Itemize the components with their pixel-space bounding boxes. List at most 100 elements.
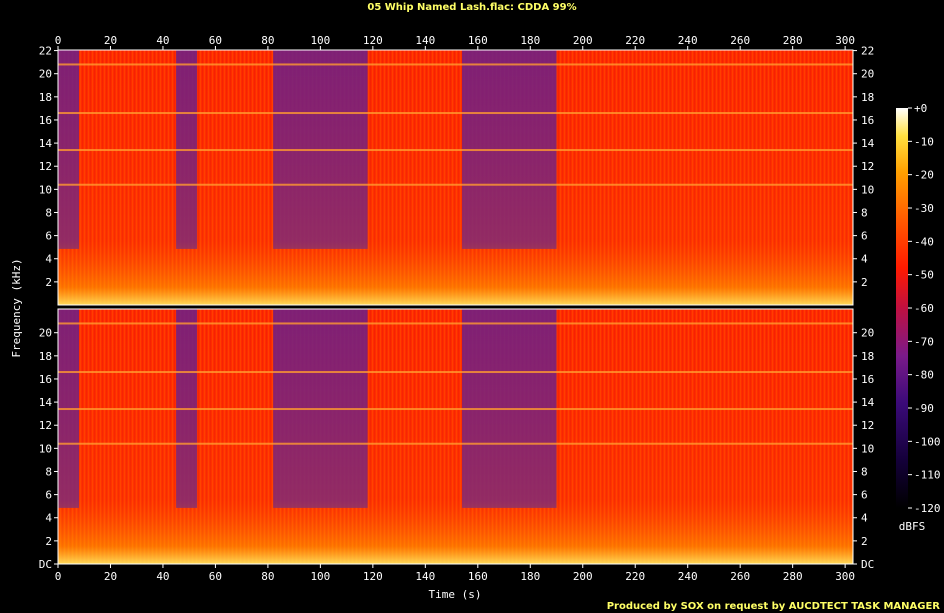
y-tick-label: 6 — [861, 230, 868, 243]
chart-title: 05 Whip Named Lash.flac: CDDA 99% — [367, 2, 576, 13]
colorbar-tick-label: -100 — [914, 435, 941, 448]
channel-2-panel — [57, 308, 854, 565]
y-tick-label: 2 — [861, 535, 868, 548]
y-tick-label: 10 — [861, 442, 874, 455]
plot-area — [57, 49, 854, 565]
y-tick-label: 12 — [861, 160, 874, 173]
x-tick-label: 100 — [310, 34, 330, 47]
x-tick-label: 220 — [625, 34, 645, 47]
x-tick-label: 20 — [104, 570, 117, 583]
y-tick-label: 20 — [39, 327, 52, 340]
tonal-line — [58, 63, 853, 66]
x-tick-label: 60 — [209, 34, 222, 47]
x-tick-label: 300 — [835, 34, 855, 47]
tonal-line — [58, 442, 853, 445]
y-tick-label: 4 — [45, 253, 52, 266]
y-tick-label: 16 — [861, 373, 874, 386]
tonal-line — [58, 183, 853, 186]
x-tick-label: 140 — [415, 570, 435, 583]
channel-1-panel — [57, 49, 854, 306]
y-tick-label: 4 — [861, 253, 868, 266]
x-tick-label: 220 — [625, 570, 645, 583]
x-axis-label: Time (s) — [429, 588, 482, 601]
x-tick-label: 300 — [835, 570, 855, 583]
tonal-line — [58, 371, 853, 374]
tonal-line — [58, 322, 853, 325]
y-tick-label: 6 — [45, 489, 52, 502]
colorbar-tick-label: +0 — [914, 102, 927, 115]
x-tick-label: 240 — [678, 570, 698, 583]
y-tick-label: 10 — [39, 442, 52, 455]
x-tick-label: 180 — [520, 34, 540, 47]
y-tick-label: 8 — [861, 465, 868, 478]
colorbar-tick-label: -30 — [914, 202, 934, 215]
x-tick-label: 160 — [468, 570, 488, 583]
y-tick-label: 14 — [39, 137, 53, 150]
low-frequency-energy — [58, 309, 853, 564]
y-tick-label: 6 — [861, 489, 868, 502]
y-tick-label: 18 — [861, 350, 874, 363]
colorbar-tick-label: -80 — [914, 369, 934, 382]
x-tick-label: 120 — [363, 570, 383, 583]
x-tick-label: 200 — [573, 34, 593, 47]
x-tick-label: 160 — [468, 34, 488, 47]
x-axis-bottom: 0 20 40 60 80 100 120 140 160 180 200 220 240 260 280 3… — [55, 564, 855, 583]
y-tick-label: 18 — [39, 91, 52, 104]
x-tick-label: 60 — [209, 570, 222, 583]
y-tick-label: 2 — [861, 276, 868, 289]
y-tick-label: 16 — [39, 373, 52, 386]
y-tick-label: 22 — [39, 45, 52, 58]
x-tick-label: 280 — [783, 570, 803, 583]
y-tick-label: 2 — [45, 276, 52, 289]
y-tick-label: 16 — [39, 114, 52, 127]
y-tick-label: 4 — [861, 512, 868, 525]
colorbar-tick-label: -110 — [914, 469, 941, 482]
x-tick-label: 180 — [520, 570, 540, 583]
colorbar-tick-label: -10 — [914, 135, 934, 148]
tonal-line — [58, 408, 853, 411]
colorbar-tick-label: -70 — [914, 335, 934, 348]
y-tick-label: 10 — [861, 183, 874, 196]
x-tick-label: 80 — [261, 570, 274, 583]
y-tick-label: 14 — [861, 396, 875, 409]
y-tick-label: 8 — [45, 465, 52, 478]
tonal-line — [58, 149, 853, 152]
x-tick-label: 280 — [783, 34, 803, 47]
y-axis-label: Frequency (kHz) — [10, 258, 23, 357]
low-frequency-energy — [58, 50, 853, 305]
y-tick-label: 8 — [45, 206, 52, 219]
colorbar: +0 -10 -20 -30 -40 -50 -60 -70 -80 -90 -100 -110 -12… — [896, 102, 941, 533]
y-tick-label: 4 — [45, 512, 52, 525]
x-tick-label: 200 — [573, 570, 593, 583]
y-tick-label: 14 — [861, 137, 875, 150]
x-tick-label: 80 — [261, 34, 274, 47]
y-tick-label: 6 — [45, 230, 52, 243]
x-tick-label: 0 — [55, 570, 62, 583]
x-tick-label: 40 — [156, 34, 169, 47]
colorbar-tick-label: -120 — [914, 502, 941, 515]
x-tick-label: 120 — [363, 34, 383, 47]
colorbar-tick-label: -40 — [914, 235, 934, 248]
colorbar-tick-label: -20 — [914, 169, 934, 182]
y-tick-label: 8 — [861, 206, 868, 219]
colorbar-tick-label: -90 — [914, 402, 934, 415]
x-tick-label: 240 — [678, 34, 698, 47]
x-tick-label: 40 — [156, 570, 169, 583]
x-tick-label: 260 — [730, 570, 750, 583]
y-tick-label: 20 — [861, 327, 874, 340]
y-tick-label: 20 — [861, 68, 874, 81]
y-tick-label: 12 — [861, 419, 874, 432]
y-tick-label: 16 — [861, 114, 874, 127]
x-tick-label: 100 — [310, 570, 330, 583]
x-tick-label: 20 — [104, 34, 117, 47]
y-tick-label: 12 — [39, 419, 52, 432]
y-tick-label: 14 — [39, 396, 53, 409]
colorbar-tick-label: -50 — [914, 269, 934, 282]
tonal-line — [58, 112, 853, 115]
y-tick-label: 10 — [39, 183, 52, 196]
y-tick-label: DC — [861, 558, 874, 571]
x-tick-label: 140 — [415, 34, 435, 47]
y-tick-label: 20 — [39, 68, 52, 81]
